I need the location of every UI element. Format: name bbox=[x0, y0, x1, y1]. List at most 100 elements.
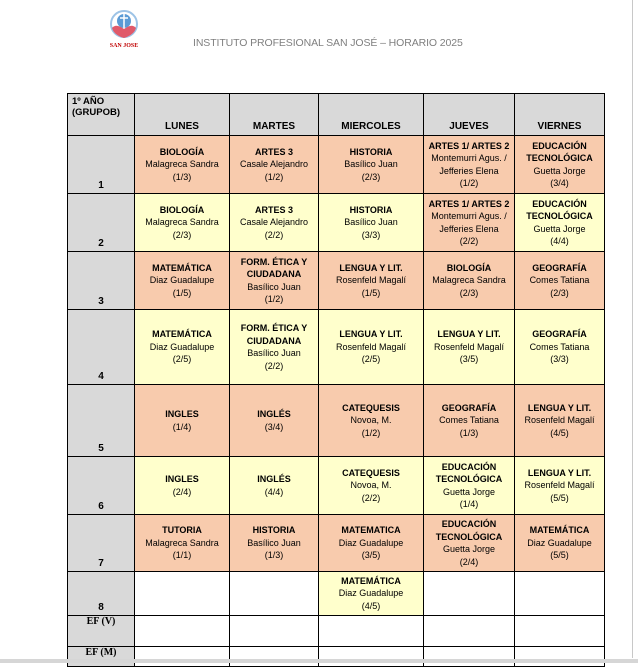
schedule-cell[interactable]: HISTORIA Basílico Juan (3/3) bbox=[318, 193, 424, 252]
cell-teacher: Comes Tatiana bbox=[529, 341, 590, 352]
schedule-cell[interactable] bbox=[514, 571, 605, 616]
schedule-cell[interactable]: ARTES 1/ ARTES 2 Montemurri Agus. / Jeffe… bbox=[423, 135, 515, 194]
schedule-cell[interactable]: LENGUA Y LIT. Rosenfeld Magalí (4/5) bbox=[514, 384, 605, 457]
schedule-cell[interactable]: LENGUA Y LIT. Rosenfeld Magalí (3/5) bbox=[423, 309, 515, 385]
cell-part: (2/5) bbox=[172, 354, 192, 365]
cell-part: (1/1) bbox=[172, 550, 192, 561]
cell-teacher: Malagreca Sandra bbox=[145, 159, 219, 170]
schedule-row: 8 MATEMÁTICA Diaz Guadalupe (4/5) bbox=[67, 571, 605, 616]
cell-teacher: Guetta Jorge bbox=[533, 165, 586, 176]
schedule-row: 3 MATEMÁTICA Diaz Guadalupe (1/5) FORM. ÉTIC… bbox=[67, 251, 605, 310]
schedule-cell[interactable] bbox=[423, 615, 515, 647]
schedule-cell[interactable]: BIOLOGÍA Malagreca Sandra (2/3) bbox=[423, 251, 515, 310]
cell-subject: FORM. ÉTICA Y CIUDADANA bbox=[240, 256, 308, 280]
schedule-cell[interactable]: INGLÉS (3/4) bbox=[229, 384, 319, 457]
schedule-cell[interactable] bbox=[134, 646, 230, 667]
schedule-cell[interactable]: TUTORIA Malagreca Sandra (1/1) bbox=[134, 514, 230, 572]
cell-teacher: Diaz Guadalupe bbox=[338, 588, 404, 599]
schedule-cell[interactable]: EDUCACIÓN TECNOLÓGICA Guetta Jorge (3/4) bbox=[514, 135, 605, 194]
schedule-cell[interactable] bbox=[229, 571, 319, 616]
schedule-cell[interactable]: ARTES 1/ ARTES 2 Montemurri Agus. / Jeffe… bbox=[423, 193, 515, 252]
schedule-cell[interactable]: GEOGRAFÍA Comes Tatiana (3/3) bbox=[514, 309, 605, 385]
schedule-row: 2 BIOLOGÍA Malagreca Sandra (2/3) ARTES 3 Cas… bbox=[67, 193, 605, 252]
schedule-cell[interactable]: MATEMÁTICA Diaz Guadalupe (5/5) bbox=[514, 514, 605, 572]
cell-part: (2/2) bbox=[459, 236, 479, 246]
period-label: 7 bbox=[67, 514, 135, 572]
schedule-cell[interactable]: ARTES 3 Casale Alejandro (1/2) bbox=[229, 135, 319, 194]
schedule-cell[interactable]: MATEMATICA Diaz Guadalupe (3/5) bbox=[318, 514, 424, 572]
schedule-cell[interactable]: EDUCACIÓN TECNOLÓGICA Guetta Jorge (2/4) bbox=[423, 514, 515, 572]
schedule-cell[interactable] bbox=[134, 571, 230, 616]
cell-subject: MATEMÁTICA bbox=[529, 525, 590, 536]
schedule-cell[interactable]: LENGUA Y LIT. Rosenfeld Magalí (1/5) bbox=[318, 251, 424, 310]
schedule-cell[interactable] bbox=[134, 615, 230, 647]
schedule-cell[interactable] bbox=[514, 646, 605, 667]
schedule-cell[interactable] bbox=[318, 615, 424, 647]
schedule-cell[interactable]: INGLÉS (4/4) bbox=[229, 456, 319, 515]
schedule-cell[interactable]: CATEQUESIS Novoa, M. (1/2) bbox=[318, 384, 424, 457]
cell-teacher: Diaz Guadalupe bbox=[149, 341, 215, 352]
cell-teacher: Guetta Jorge bbox=[442, 544, 496, 554]
schedule-cell[interactable]: MATEMÁTICA Diaz Guadalupe (4/5) bbox=[318, 571, 424, 616]
cell-part: (4/5) bbox=[361, 600, 381, 611]
cell-part: (1/4) bbox=[172, 421, 192, 432]
schedule-cell[interactable]: ARTES 3 Casale Alejandro (2/2) bbox=[229, 193, 319, 252]
cell-subject: ARTES 1/ ARTES 2 bbox=[428, 198, 510, 209]
schedule-cell[interactable]: INGLES (1/4) bbox=[134, 384, 230, 457]
schedule-cell[interactable]: BIOLOGÍA Malagreca Sandra (2/3) bbox=[134, 193, 230, 252]
cell-subject: EDUCACIÓN TECNOLÓGICA bbox=[435, 461, 503, 485]
schedule-cell[interactable]: LENGUA Y LIT. Rosenfeld Magalí (5/5) bbox=[514, 456, 605, 515]
cell-teacher: Basílico Juan bbox=[247, 537, 301, 548]
cell-subject: INGLÉS bbox=[257, 474, 291, 484]
cell-subject: EDUCACIÓN TECNOLÓGICA bbox=[526, 198, 593, 222]
cell-subject: LENGUA Y LIT. bbox=[527, 467, 592, 478]
schedule-cell[interactable]: FORM. ÉTICA Y CIUDADANA Basílico Juan (2/2… bbox=[229, 309, 319, 385]
schedule-row: 4 MATEMÁTICA Diaz Guadalupe (2/5) FORM. ÉTIC… bbox=[67, 309, 605, 385]
day-header: MIERCOLES bbox=[318, 93, 424, 136]
schedule-cell[interactable]: GEOGRAFÍA Comes Tatiana (1/3) bbox=[423, 384, 515, 457]
cell-teacher: Diaz Guadalupe bbox=[338, 537, 404, 548]
schedule-cell[interactable] bbox=[229, 615, 319, 647]
schedule-cell[interactable]: MATEMÁTICA Diaz Guadalupe (2/5) bbox=[134, 309, 230, 385]
schedule-cell[interactable] bbox=[318, 646, 424, 667]
cell-subject: LENGUA Y LIT. bbox=[339, 262, 403, 273]
cell-subject: CATEQUESIS bbox=[342, 402, 400, 413]
schedule-cell[interactable] bbox=[229, 646, 319, 667]
schedule-cell[interactable] bbox=[423, 571, 515, 616]
schedule-cell[interactable]: FORM. ÉTICA Y CIUDADANA Basílico Juan (1/2… bbox=[229, 251, 319, 310]
cell-part: (4/4) bbox=[264, 486, 284, 497]
document-page: SAN JOSE INSTITUTO PROFESIONAL SAN JOSÉ … bbox=[67, 0, 633, 667]
schedule-cell[interactable]: LENGUA Y LIT. Rosenfeld Magalí (2/5) bbox=[318, 309, 424, 385]
schedule-cell[interactable]: CATEQUESIS Novoa, M. (2/2) bbox=[318, 456, 424, 515]
cell-part: (2/3) bbox=[172, 229, 192, 240]
cell-part: (1/2) bbox=[459, 178, 479, 188]
schedule-cell[interactable]: INGLES (2/4) bbox=[134, 456, 230, 515]
document-title: INSTITUTO PROFESIONAL SAN JOSÉ – HORARIO… bbox=[193, 37, 463, 49]
schedule-cell[interactable]: GEOGRAFÍA Comes Tatiana (2/3) bbox=[514, 251, 605, 310]
schedule-cell[interactable]: HISTORIA Basílico Juan (2/3) bbox=[318, 135, 424, 194]
schedule-cell[interactable] bbox=[423, 646, 515, 667]
cell-part: (4/4) bbox=[550, 236, 569, 246]
cell-part: (2/3) bbox=[361, 171, 381, 182]
cell-teacher: Rosenfeld Magalí bbox=[433, 341, 505, 352]
period-label: 1 bbox=[67, 135, 135, 194]
cell-subject: HISTORIA bbox=[252, 525, 296, 536]
schedule-cell[interactable]: EDUCACIÓN TECNOLÓGICA Guetta Jorge (1/4) bbox=[423, 456, 515, 515]
schedule-cell[interactable]: MATEMÁTICA Diaz Guadalupe (1/5) bbox=[134, 251, 230, 310]
period-label: 4 bbox=[67, 309, 135, 385]
cell-teacher: Guetta Jorge bbox=[533, 223, 586, 234]
schedule-cell[interactable]: EDUCACIÓN TECNOLÓGICA Guetta Jorge (4/4) bbox=[514, 193, 605, 252]
cell-teacher: Basílico Juan bbox=[344, 217, 398, 228]
cell-part: (3/4) bbox=[550, 178, 569, 188]
cell-subject: MATEMÁTICA bbox=[152, 329, 212, 340]
day-header: LUNES bbox=[134, 93, 230, 136]
cell-teacher: Rosenfeld Magalí bbox=[335, 341, 407, 352]
cell-subject: MATEMÁTICA bbox=[341, 575, 401, 586]
cell-part: (3/5) bbox=[361, 550, 381, 561]
schedule-cell[interactable]: HISTORIA Basílico Juan (1/3) bbox=[229, 514, 319, 572]
schedule-cell[interactable] bbox=[514, 615, 605, 647]
schedule-cell[interactable]: BIOLOGÍA Malagreca Sandra (1/3) bbox=[134, 135, 230, 194]
svg-text:SAN JOSE: SAN JOSE bbox=[110, 43, 139, 49]
cell-part: (2/2) bbox=[264, 360, 284, 371]
cell-subject: FORM. ÉTICA Y CIUDADANA bbox=[240, 323, 308, 346]
